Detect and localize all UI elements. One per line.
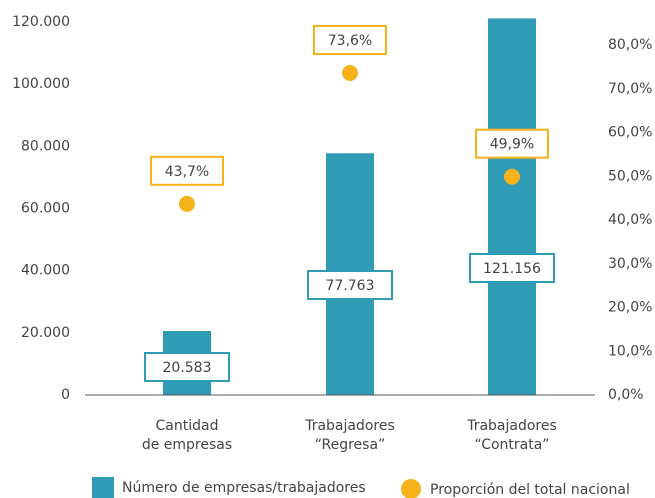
- legend-label: Proporción del total nacional: [430, 482, 630, 498]
- proportion-dot: [342, 65, 358, 81]
- y2-tick-label: 80,0%: [608, 37, 652, 53]
- bar-value-label: 77.763: [326, 278, 375, 294]
- bar-value-label-box: [469, 253, 555, 283]
- proportion-label-box: [475, 128, 549, 159]
- bar-value-label: 20.583: [163, 360, 212, 376]
- proportion-label-box: [313, 25, 387, 55]
- y-tick-label: 20.000: [21, 325, 70, 341]
- y2-tick-label: 70,0%: [608, 81, 652, 97]
- proportion-dot: [504, 168, 520, 185]
- bar: [488, 18, 536, 395]
- bar-value-label-box: [144, 352, 230, 382]
- x-tick-label: Cantidad de empresas: [142, 418, 232, 453]
- proportion-label-box: [150, 155, 224, 186]
- bar-value-label: 121.156: [483, 261, 541, 277]
- legend-swatch: [92, 477, 114, 498]
- y2-tick-label: 10,0%: [608, 343, 652, 359]
- proportion-dot: [179, 195, 195, 212]
- legend-swatch: [401, 479, 421, 498]
- y-tick-label: 0: [61, 387, 70, 403]
- y2-tick-label: 50,0%: [608, 168, 652, 184]
- y2-tick-label: 30,0%: [608, 256, 652, 272]
- y-tick-label: 40.000: [21, 263, 70, 279]
- y-tick-label: 120.000: [12, 14, 70, 30]
- y2-tick-label: 40,0%: [608, 212, 652, 228]
- y2-tick-label: 20,0%: [608, 300, 652, 316]
- bar-value-label-box: [307, 270, 393, 300]
- y-tick-label: 80.000: [21, 138, 70, 154]
- legend-label: Número de empresas/trabajadores: [122, 480, 366, 496]
- x-tick-label: Trabajadores “Contrata”: [466, 418, 557, 453]
- proportion-label: 73,6%: [328, 33, 372, 49]
- y2-tick-label: 0,0%: [608, 387, 644, 403]
- y2-tick-label: 60,0%: [608, 125, 652, 141]
- x-tick-label: Trabajadores “Regresa”: [304, 418, 395, 453]
- proportion-label: 49,9%: [490, 137, 534, 153]
- proportion-label: 43,7%: [165, 164, 209, 180]
- y-tick-label: 100.000: [12, 76, 70, 92]
- y-tick-label: 60.000: [21, 201, 70, 217]
